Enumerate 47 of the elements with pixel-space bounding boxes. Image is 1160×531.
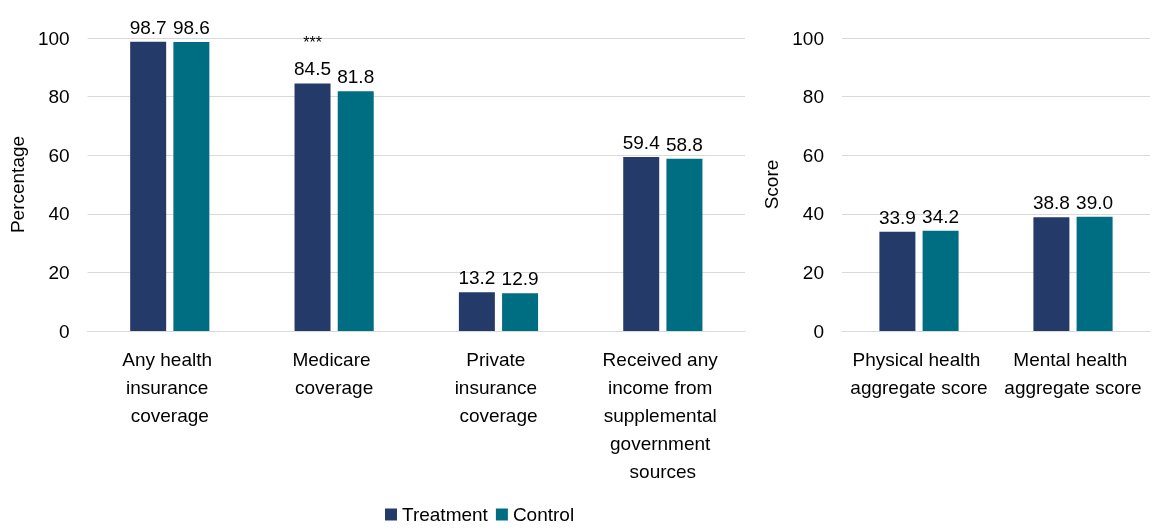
y-tick-label: 60 [48,144,70,166]
annotation: *** [303,33,322,51]
bar [1076,216,1113,331]
data-label: 34.2 [922,205,960,227]
y-tick-label: 40 [48,203,70,225]
data-label: 59.4 [622,131,661,153]
y-axis-title: Score [761,159,783,210]
data-label: 33.9 [878,206,916,228]
y-tick-label: 60 [802,144,824,166]
y-tick-label: 80 [48,86,70,108]
y-tick-label: 100 [37,27,70,49]
x-tick-label: Any health insurance coverage [122,348,218,426]
data-label: 58.8 [665,133,703,155]
y-tick-label: 40 [802,203,824,225]
bar [458,292,495,331]
bar [879,231,916,331]
data-label: 12.9 [501,268,539,290]
data-label: 38.8 [1032,192,1070,214]
y-tick-label: 20 [48,261,70,283]
y-tick-label: 100 [792,27,824,49]
data-label: 81.8 [337,66,375,88]
y-tick-label: 0 [813,320,824,342]
x-tick-label: Received any income from supplemental government sources [602,348,724,482]
bar [623,156,660,331]
y-tick-label: 80 [802,86,824,108]
x-tick-label: Physical health aggregate score [850,348,988,398]
data-label: 98.6 [172,17,210,39]
legend-label: Treatment [402,504,489,525]
bar [294,83,331,331]
data-label: 39.0 [1076,191,1114,213]
x-tick-label: Mental health aggregate score [1004,348,1142,398]
bar [337,91,374,331]
y-tick-label: 0 [59,320,70,342]
bar [130,41,167,331]
data-label: 84.5 [294,58,332,80]
bar [173,42,210,331]
legend-label: Control [512,504,575,525]
bar [1033,217,1070,331]
x-tick-label: Private insurance coverage [454,348,543,426]
y-axis-title: Percentage [7,135,28,234]
bar [666,158,703,331]
bar [922,230,959,331]
data-label: 13.2 [458,267,496,289]
x-tick-label: Medicare coverage [292,348,376,398]
data-label: 98.7 [129,16,167,38]
bar [502,293,539,331]
y-tick-label: 20 [802,261,824,283]
